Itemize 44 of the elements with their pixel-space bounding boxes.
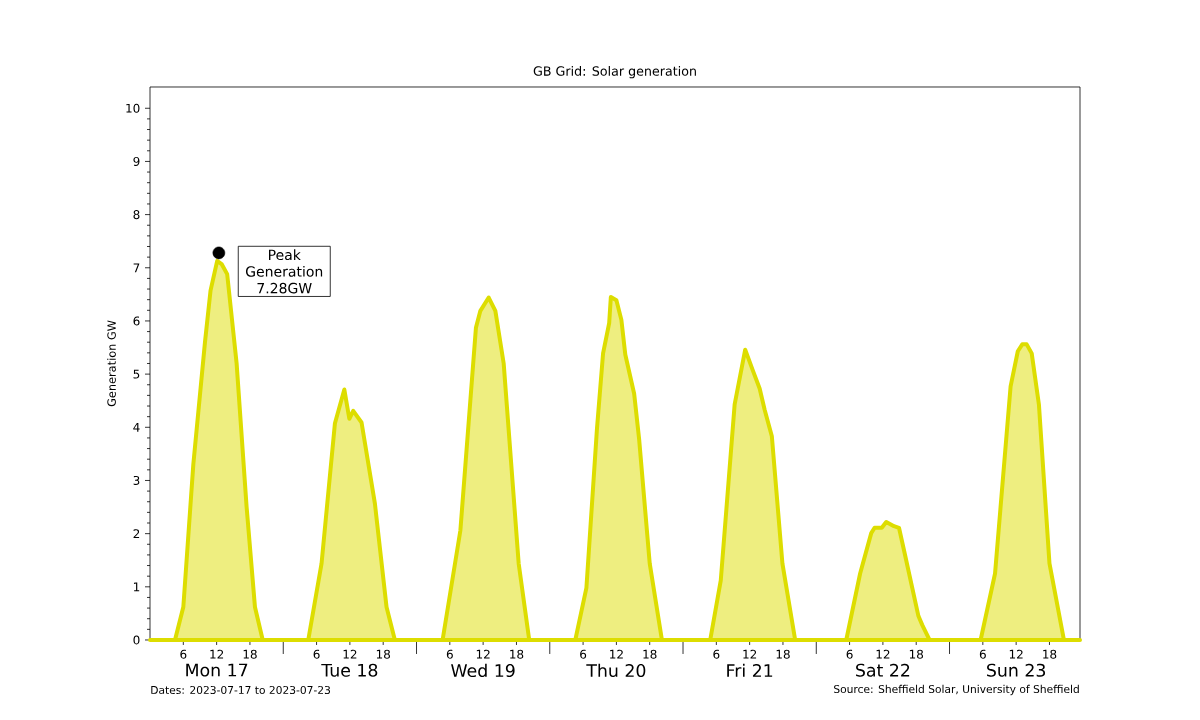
x-tick-label: 12 bbox=[476, 649, 490, 659]
annotation: Wed 19 bbox=[451, 663, 515, 678]
y-tick-label: 1 bbox=[133, 582, 140, 592]
annotation: Sat 22 bbox=[856, 663, 910, 677]
x-tick-label: 6 bbox=[846, 649, 853, 659]
x-tick-label: 18 bbox=[776, 649, 790, 659]
x-tick-label: 6 bbox=[313, 649, 320, 659]
y-tick-label: 3 bbox=[133, 475, 140, 485]
annotation: Mon 17 bbox=[186, 663, 248, 677]
x-tick-label: 18 bbox=[643, 649, 657, 659]
annotation: Sun 23 bbox=[987, 663, 1046, 677]
x-tick-label: 18 bbox=[243, 649, 257, 659]
annotation: Tue 18 bbox=[321, 663, 378, 677]
x-tick-label: 6 bbox=[979, 649, 986, 659]
y-tick-label: 8 bbox=[133, 210, 140, 220]
y-tick-label: 0 bbox=[133, 635, 140, 645]
x-tick-label: 12 bbox=[210, 649, 224, 659]
x-tick-label: 12 bbox=[610, 649, 623, 659]
y-tick-label: 6 bbox=[133, 316, 140, 326]
x-tick-label: 18 bbox=[376, 649, 391, 659]
x-tick-label: 6 bbox=[713, 649, 720, 659]
x-tick-label: 18 bbox=[909, 649, 924, 659]
x-tick-label: 12 bbox=[876, 649, 890, 659]
y-tick-label: 2 bbox=[133, 529, 140, 539]
x-tick-label: 6 bbox=[446, 649, 453, 659]
x-tick-label: 12 bbox=[1009, 649, 1023, 659]
x-tick-label: 18 bbox=[510, 649, 524, 659]
x-tick-label: 6 bbox=[580, 649, 587, 659]
annotation: Thu 20 bbox=[586, 663, 646, 678]
x-tick-label: 12 bbox=[743, 649, 757, 659]
chart-title: GB Grid: Solar generation bbox=[533, 66, 696, 79]
annotation: Fri 21 bbox=[727, 663, 773, 677]
y-tick-label: 10 bbox=[126, 103, 140, 113]
x-tick-label: 18 bbox=[1043, 649, 1057, 659]
annotation: Peak Generation 7.28GW bbox=[246, 249, 323, 294]
text: Dates: 2023-07-17 to 2023-07-23 bbox=[151, 685, 331, 695]
y-tick-label: 7 bbox=[133, 263, 140, 273]
source-note: Source: Sheffield Solar, University of Sheffield bbox=[834, 684, 1079, 696]
x-tick-label: 12 bbox=[343, 649, 357, 659]
y-tick-label: 9 bbox=[133, 156, 140, 166]
x-tick-label: 6 bbox=[180, 649, 187, 659]
y-axis-title: Generation GW bbox=[107, 320, 116, 407]
y-tick-label: 4 bbox=[133, 422, 140, 432]
y-tick-label: 5 bbox=[133, 369, 140, 379]
